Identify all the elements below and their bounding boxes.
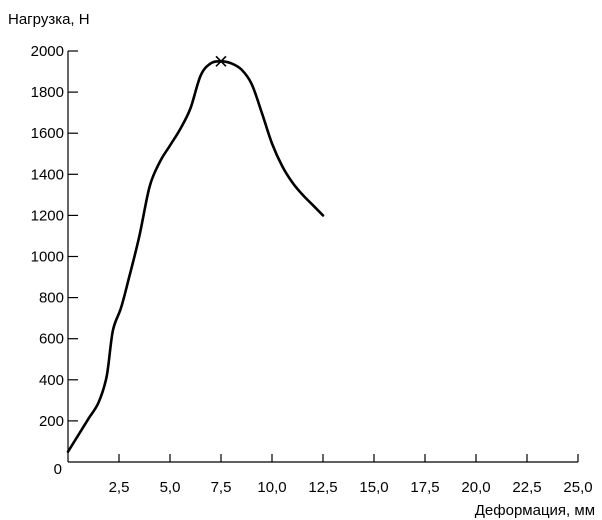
tick-group: 200 400 600 800 1000 1200 1400 1600 1800 2000 2,5 5…: [31, 43, 593, 496]
y-tick-label: 200: [39, 413, 64, 430]
series-line: [66, 59, 325, 453]
y-tick-label: 1400: [31, 166, 64, 183]
peak-marker: [215, 55, 227, 67]
y-tick-label: 2000: [31, 43, 64, 60]
x-tick-label: 25,0: [563, 479, 592, 496]
y-tick-label: 600: [39, 331, 64, 348]
y-tick-label: 800: [39, 290, 64, 307]
y-tick-label: 1200: [31, 207, 64, 224]
x-tick-label: 12,5: [308, 479, 337, 496]
x-tick-label: 22,5: [512, 479, 541, 496]
x-tick-label: 17,5: [410, 479, 439, 496]
x-tick-label: 7,5: [211, 479, 232, 496]
x-tick-label: 5,0: [160, 479, 181, 496]
x-tick-label: 10,0: [257, 479, 286, 496]
y-tick-label: 1000: [31, 249, 64, 266]
x-tick-label: 20,0: [461, 479, 490, 496]
y-tick-label: 1600: [31, 125, 64, 142]
y-axis-title: Нагрузка, Н: [8, 11, 90, 28]
y-tick-label: 1800: [31, 84, 64, 101]
x-tick-label: 2,5: [109, 479, 130, 496]
x-axis-title: Деформация, мм: [475, 502, 595, 519]
x-tick-label: 15,0: [359, 479, 388, 496]
y-tick-label: 400: [39, 372, 64, 389]
origin-label: 0: [54, 461, 62, 478]
peak-marker-stroke: [215, 55, 227, 67]
